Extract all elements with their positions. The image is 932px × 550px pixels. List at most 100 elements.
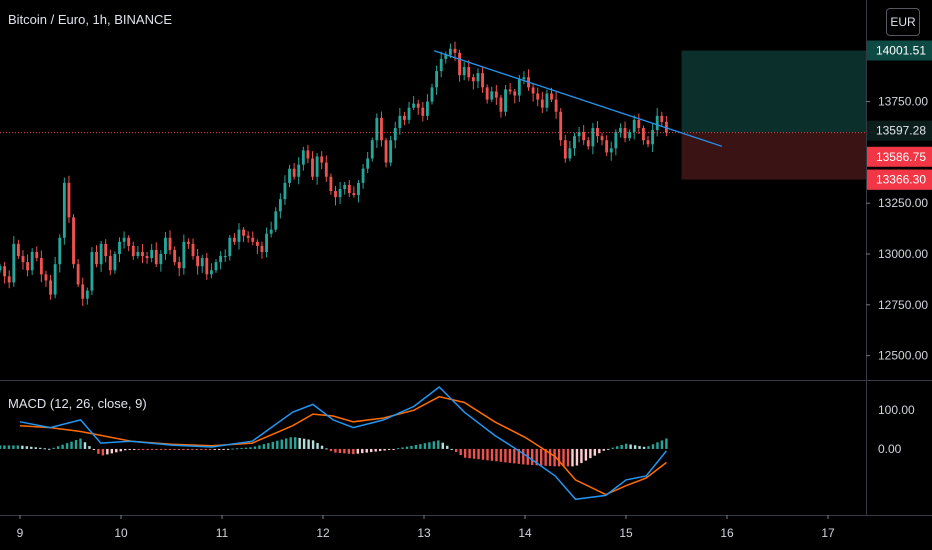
histogram-bar <box>83 442 87 449</box>
candle-body <box>361 168 365 183</box>
candle-body <box>246 235 250 238</box>
candle-body <box>251 237 255 242</box>
histogram-bar <box>343 448 346 454</box>
candle-body <box>122 237 126 242</box>
macd-line <box>19 386 667 501</box>
candle-body <box>471 77 475 82</box>
candle-body <box>609 148 613 153</box>
candle-body <box>421 107 425 116</box>
candle-body <box>476 73 480 82</box>
histogram-bar <box>370 448 373 453</box>
candle-body <box>338 188 342 198</box>
candle-body <box>81 284 85 299</box>
histogram-bar <box>253 446 257 449</box>
histogram-bar <box>651 444 655 449</box>
time-tick-label: 15 <box>619 526 633 540</box>
histogram-bar <box>638 446 641 449</box>
candle-body <box>573 136 576 149</box>
candle-body <box>490 91 494 100</box>
candle-body <box>44 274 48 281</box>
candle-body <box>619 128 622 133</box>
chart-title: Bitcoin / Euro, 1h, BINANCE <box>8 12 173 27</box>
candle-body <box>375 117 379 141</box>
histogram-bar <box>34 447 37 449</box>
price-label-box <box>867 40 932 61</box>
candle-body <box>334 191 337 198</box>
time-tick-label: 11 <box>216 526 229 540</box>
histogram-bar <box>454 448 458 452</box>
candle-body <box>35 251 39 259</box>
candle-body <box>550 93 553 100</box>
candle-body <box>540 99 544 108</box>
candle-body <box>425 101 429 116</box>
price-label-last: 13597.28 <box>867 120 932 141</box>
histogram-bar <box>271 441 275 449</box>
candle-body <box>219 256 223 263</box>
histogram-bar <box>146 448 149 450</box>
candle-body <box>145 256 149 259</box>
candle-body <box>200 258 204 267</box>
histogram-bar <box>423 443 427 449</box>
histogram-bar <box>88 446 91 449</box>
candle-body <box>347 184 351 194</box>
histogram-bar <box>235 448 239 450</box>
candle-body <box>430 87 434 102</box>
candle-body <box>39 258 43 275</box>
histogram-bar <box>589 448 592 459</box>
candle-body <box>237 229 241 242</box>
candle-body <box>228 237 232 257</box>
candle-body <box>366 158 370 169</box>
histogram-bar <box>39 447 42 449</box>
candle-body <box>651 130 655 145</box>
histogram-bar <box>450 448 453 450</box>
histogram-bar <box>571 448 574 467</box>
histogram-bar <box>365 448 368 453</box>
trendline[interactable] <box>433 50 723 147</box>
histogram-bar <box>155 448 158 450</box>
candle-body <box>62 182 66 238</box>
candle-body <box>481 73 484 88</box>
position-tool[interactable] <box>0 50 866 180</box>
candle-body <box>3 266 7 277</box>
histogram-bar <box>656 442 659 449</box>
histogram-bar <box>168 448 172 450</box>
currency-button[interactable]: EUR <box>886 8 920 36</box>
histogram-bar <box>293 437 297 449</box>
histogram-bar <box>486 448 489 461</box>
histogram-bar <box>463 448 467 458</box>
candle-body <box>545 93 549 108</box>
histogram-bar <box>128 448 131 450</box>
histogram-bar <box>132 448 136 450</box>
histogram-bar <box>616 446 619 449</box>
histogram-bar <box>441 442 444 449</box>
histogram-bar <box>70 441 73 449</box>
candle-body <box>600 136 604 141</box>
candle-body <box>494 91 498 98</box>
histogram-bar <box>539 448 543 466</box>
histogram-bar <box>61 444 64 449</box>
candle-body <box>76 264 80 285</box>
histogram-bar <box>334 448 337 453</box>
histogram-bar <box>477 448 480 460</box>
histogram-bar <box>352 448 355 455</box>
candle-body <box>403 115 406 120</box>
histogram-bar <box>307 439 310 449</box>
price-label-text: 14001.51 <box>876 43 926 57</box>
histogram-bar <box>356 448 359 454</box>
candle-body <box>444 54 448 59</box>
histogram-bar <box>124 448 127 451</box>
histogram-bar <box>419 444 422 449</box>
price-label-entry: 13586.75 <box>867 146 932 167</box>
candle-body <box>559 111 563 141</box>
candle-body <box>118 241 121 255</box>
histogram-bar <box>92 448 96 450</box>
candle-body <box>182 241 186 269</box>
histogram-bar <box>580 448 583 464</box>
price-label-box <box>867 169 932 190</box>
target-zone <box>681 50 866 133</box>
time-tick-label: 14 <box>518 526 532 540</box>
histogram-bar <box>553 448 556 467</box>
price-label-stop: 13366.30 <box>867 169 932 190</box>
